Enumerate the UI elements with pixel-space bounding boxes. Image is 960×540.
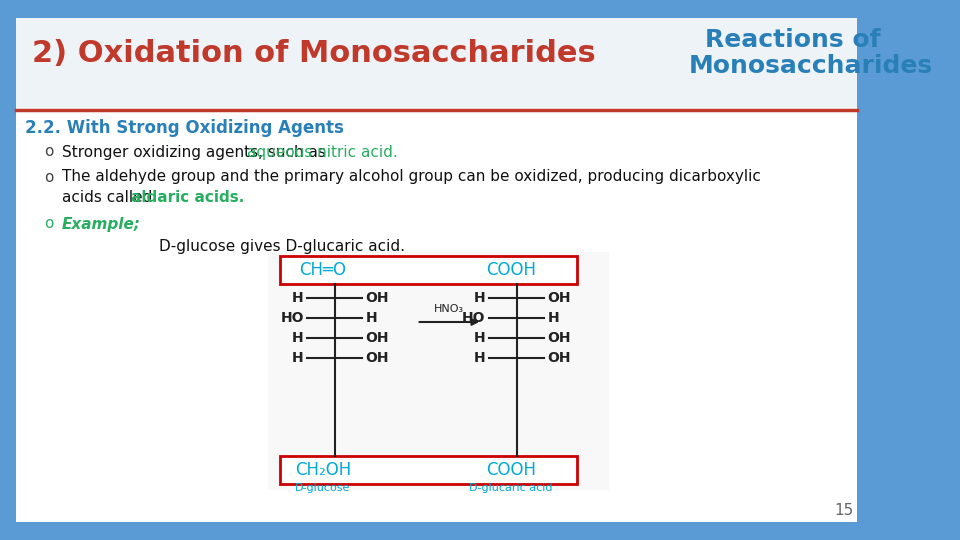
Text: H: H	[474, 351, 486, 365]
Text: Stronger oxidizing agents, such as: Stronger oxidizing agents, such as	[61, 145, 330, 159]
FancyBboxPatch shape	[280, 456, 577, 484]
Text: H: H	[366, 311, 377, 325]
Text: H: H	[474, 291, 486, 305]
Text: H: H	[547, 311, 559, 325]
Text: Monosaccharides: Monosaccharides	[688, 54, 933, 78]
Text: OH: OH	[366, 351, 389, 365]
Text: 15: 15	[834, 503, 853, 518]
Text: OH: OH	[366, 331, 389, 345]
Text: o: o	[43, 217, 53, 232]
Text: OH: OH	[547, 351, 571, 365]
Text: o: o	[43, 170, 53, 185]
Text: The aldehyde group and the primary alcohol group can be oxidized, producing dica: The aldehyde group and the primary alcoh…	[61, 170, 760, 185]
Text: H: H	[292, 351, 303, 365]
Text: COOH: COOH	[486, 261, 537, 279]
Text: CH₂OH: CH₂OH	[295, 461, 351, 479]
Text: COOH: COOH	[486, 461, 537, 479]
Text: OH: OH	[547, 291, 571, 305]
Text: 2.2. With Strong Oxidizing Agents: 2.2. With Strong Oxidizing Agents	[26, 119, 345, 137]
Text: Reactions of: Reactions of	[705, 28, 880, 52]
Text: 2) Oxidation of Monosaccharides: 2) Oxidation of Monosaccharides	[32, 38, 595, 68]
Text: aqueous nitric acid.: aqueous nitric acid.	[247, 145, 397, 159]
Text: OH: OH	[547, 331, 571, 345]
Text: HO: HO	[462, 311, 486, 325]
Text: aldaric acids.: aldaric acids.	[131, 190, 244, 205]
Text: HNO₃: HNO₃	[434, 304, 465, 314]
Text: o: o	[43, 145, 53, 159]
FancyBboxPatch shape	[16, 18, 857, 522]
Text: D-glucose gives D-glucaric acid.: D-glucose gives D-glucaric acid.	[159, 239, 405, 253]
Text: acids called: acids called	[61, 190, 157, 205]
FancyBboxPatch shape	[16, 18, 857, 108]
Text: H: H	[292, 331, 303, 345]
Text: CH═O: CH═O	[300, 261, 347, 279]
Text: D-glucose: D-glucose	[296, 483, 350, 493]
Text: H: H	[474, 331, 486, 345]
Text: OH: OH	[366, 291, 389, 305]
Text: Example;: Example;	[61, 217, 141, 232]
FancyBboxPatch shape	[269, 252, 610, 490]
FancyBboxPatch shape	[280, 256, 577, 284]
Text: D-glucaric acid: D-glucaric acid	[469, 483, 553, 493]
Text: HO: HO	[280, 311, 303, 325]
Text: H: H	[292, 291, 303, 305]
